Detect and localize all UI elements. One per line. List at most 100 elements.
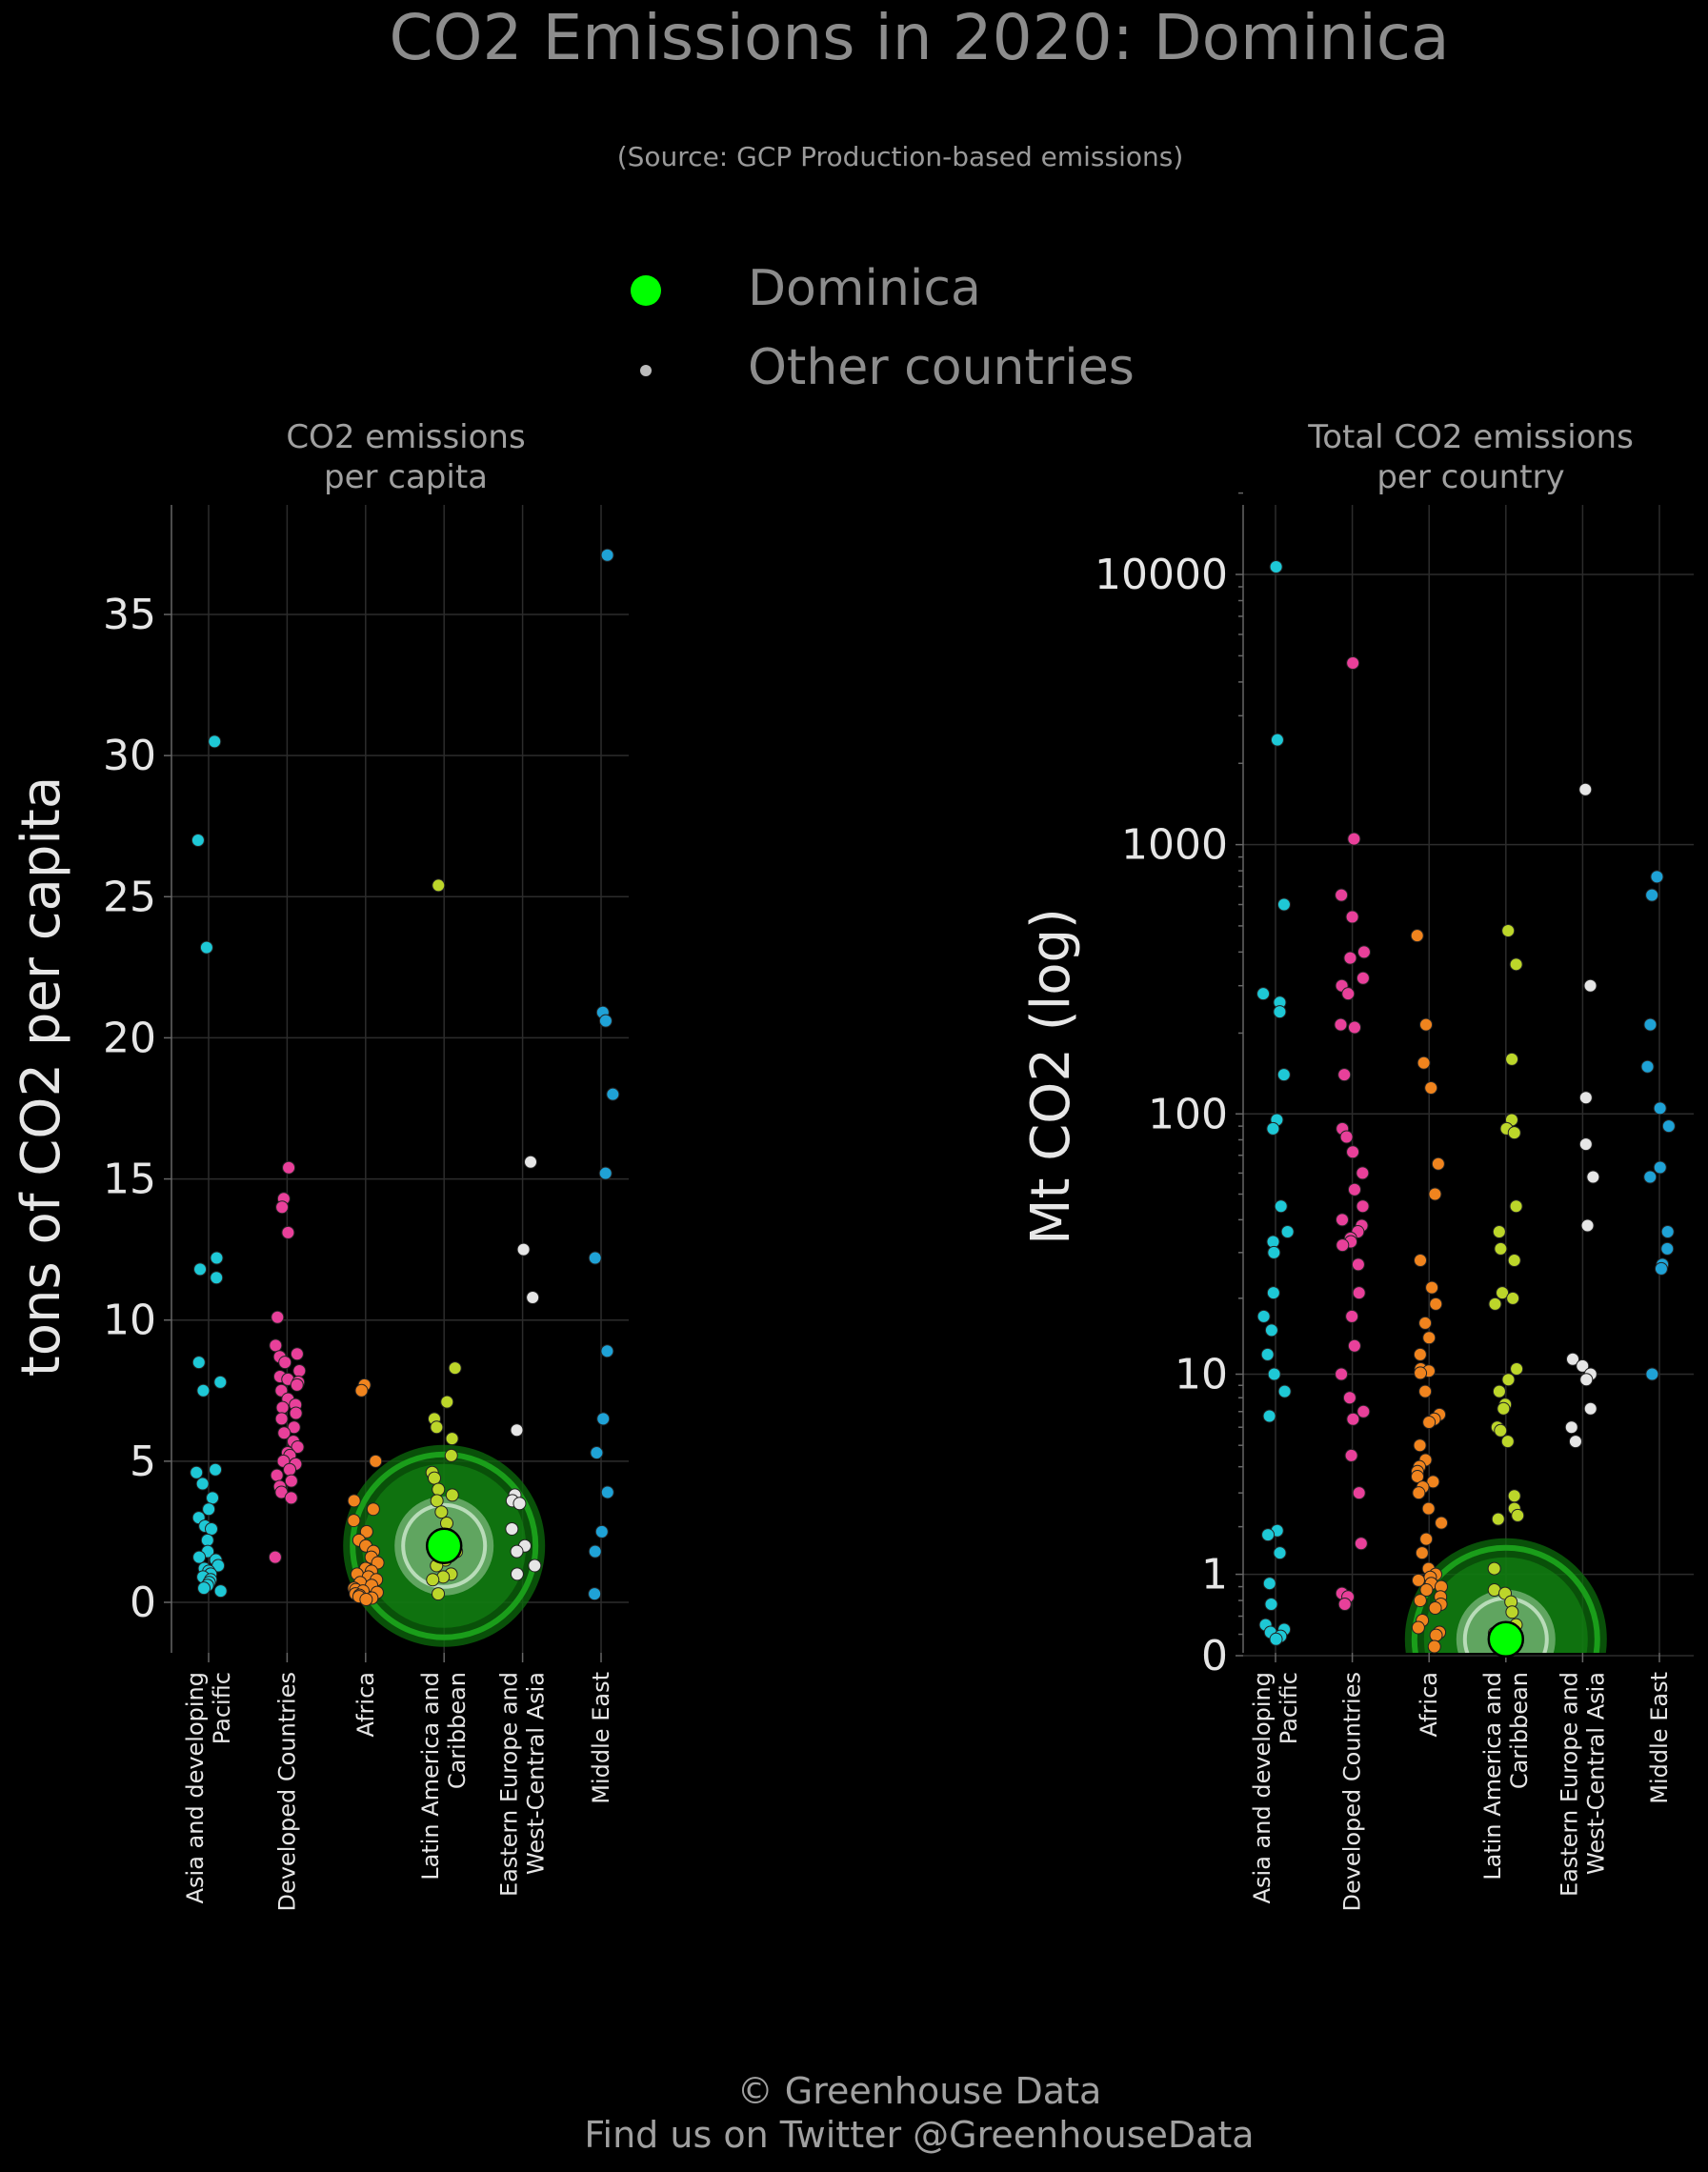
data-point [434, 1505, 449, 1519]
data-point [588, 1587, 602, 1601]
data-point [1347, 1338, 1361, 1353]
y-axis-label: Mt CO2 (log) [1020, 908, 1082, 1245]
data-point [1280, 1225, 1295, 1239]
data-point [290, 1347, 304, 1361]
data-point [448, 1361, 462, 1376]
data-point [1494, 1241, 1508, 1256]
x-tick-label-line: Middle East [588, 1672, 614, 1804]
data-point [1264, 1323, 1278, 1337]
data-point [1506, 1291, 1520, 1305]
x-tick-label: Africa [1416, 1672, 1442, 1737]
x-tick-label: Middle East [588, 1672, 614, 1804]
x-tick-label-line: Developed Countries [1339, 1672, 1366, 1912]
x-tick-label-line: Africa [352, 1672, 379, 1737]
y-tick-label: 100 [1148, 1090, 1228, 1138]
data-point [1507, 1489, 1521, 1503]
data-point [1352, 1286, 1366, 1300]
data-point [1509, 1199, 1523, 1214]
data-point [271, 1310, 285, 1324]
data-point [192, 1550, 207, 1564]
y-tick-label: 5 [130, 1438, 156, 1486]
x-tick-label-line: Eastern Europe and [1556, 1672, 1582, 1897]
data-point [1576, 1358, 1590, 1373]
data-point [1264, 1597, 1278, 1611]
data-point [1276, 897, 1291, 912]
x-tick-label-line: Latin America and [1479, 1672, 1506, 1880]
data-point [1419, 1532, 1434, 1546]
data-point [1431, 1156, 1445, 1171]
data-point [1565, 1352, 1579, 1366]
data-point [1511, 1508, 1525, 1522]
data-point [1276, 1068, 1291, 1082]
chart-subtitle: (Source: GCP Production-based emissions) [617, 141, 1184, 172]
data-point [268, 1550, 282, 1564]
data-point [277, 1426, 291, 1440]
data-point [1337, 1597, 1352, 1611]
per-capita-panel: CO2 emissions per capita 0 5 10 15 20 25 30 35 Asi… [10, 418, 629, 1912]
data-point [193, 1262, 208, 1277]
data-point [445, 1432, 459, 1446]
data-point [1579, 1373, 1594, 1387]
x-tick-label-line: Caribbean [444, 1672, 471, 1789]
data-point [1422, 1331, 1437, 1345]
data-point [1428, 1187, 1442, 1201]
data-point [275, 1400, 290, 1415]
data-point [1510, 1362, 1524, 1377]
data-point [600, 548, 614, 562]
data-point [588, 1544, 602, 1559]
data-point [1339, 1130, 1354, 1144]
data-point [600, 1485, 614, 1499]
data-point [1494, 1423, 1508, 1438]
data-point [204, 1521, 218, 1536]
data-point [1419, 1583, 1434, 1598]
x-tick-label-line: Pacific [209, 1672, 235, 1744]
data-point [1347, 1182, 1361, 1197]
data-point [1262, 1577, 1276, 1591]
data-point [1421, 1501, 1436, 1516]
data-point [1501, 1373, 1516, 1387]
data-point [430, 1420, 444, 1435]
footer-copyright: © Greenhouse Data [737, 2070, 1102, 2112]
data-point [1413, 1594, 1427, 1608]
data-point [1411, 1620, 1425, 1635]
data-point [1273, 1005, 1287, 1019]
legend: Dominica Other countries [631, 260, 1135, 396]
data-point [1496, 1286, 1510, 1300]
data-point [281, 1225, 295, 1239]
data-point [432, 1482, 446, 1497]
data-point [1352, 1486, 1366, 1500]
data-point [1650, 870, 1664, 884]
data-point [1344, 1448, 1358, 1462]
data-point [510, 1423, 524, 1438]
y-tick-label: 10 [1175, 1351, 1228, 1399]
data-point [366, 1502, 380, 1517]
data-point [1418, 1384, 1433, 1398]
data-point [287, 1420, 301, 1435]
data-point [359, 1593, 373, 1607]
data-point [1643, 1017, 1658, 1032]
data-point [284, 1491, 298, 1505]
data-point [1347, 1020, 1361, 1035]
data-point [1413, 1347, 1427, 1361]
data-point [588, 1251, 602, 1265]
data-point [426, 1573, 440, 1587]
chart-title: CO2 Emissions in 2020: Dominica [389, 1, 1449, 74]
data-point [1428, 1601, 1442, 1616]
data-point [598, 1166, 613, 1180]
legend-other-marker [640, 365, 652, 376]
data-point [1414, 1254, 1428, 1268]
data-point [206, 1491, 220, 1505]
data-point [1346, 1145, 1360, 1159]
data-point [1491, 1512, 1505, 1526]
data-point [1418, 1316, 1433, 1330]
data-point [1586, 1170, 1600, 1184]
data-point [430, 1494, 444, 1508]
data-point [505, 1521, 519, 1536]
data-point [516, 1242, 531, 1257]
data-point [594, 1524, 609, 1538]
data-point [1497, 1401, 1511, 1416]
data-point [359, 1524, 373, 1538]
data-point [1654, 1261, 1668, 1276]
data-point [524, 1155, 538, 1169]
data-point [1422, 1416, 1437, 1430]
